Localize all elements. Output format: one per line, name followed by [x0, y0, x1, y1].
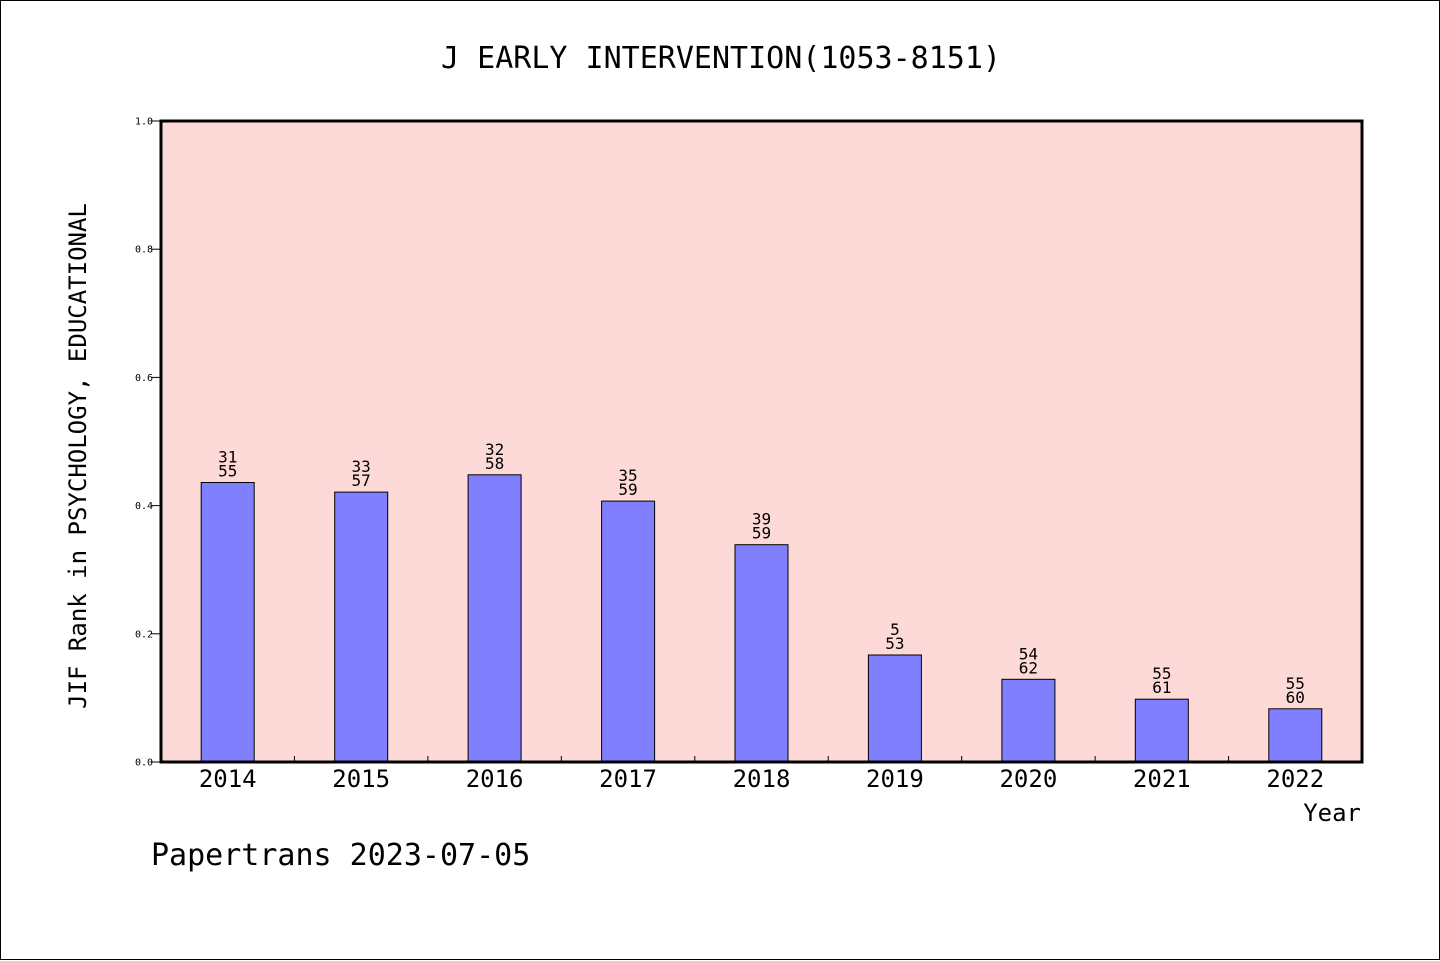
- bar-label-bottom-2022: 60: [1286, 688, 1305, 707]
- bar-2016: [467, 474, 522, 763]
- y-tick-label: 0.8: [135, 245, 153, 256]
- bar-label-bottom-2021: 61: [1152, 678, 1171, 697]
- bar-label-bottom-2018: 59: [752, 524, 771, 543]
- bar-2015: [334, 491, 389, 763]
- chart-title: J EARLY INTERVENTION(1053-8151): [441, 41, 1001, 76]
- bar-label-bottom-2020: 62: [1019, 658, 1038, 677]
- plot-border: [159, 119, 1364, 764]
- bar-2020: [1001, 678, 1056, 763]
- bars-group: [200, 474, 1323, 763]
- bar-label-top-2022: 55: [1286, 674, 1305, 693]
- bar-label-top-2014: 31: [218, 448, 237, 467]
- y-tick-label: 0.2: [135, 629, 153, 640]
- bar-label-bottom-2017: 59: [618, 480, 637, 499]
- y-tick-label: 1.0: [135, 117, 153, 128]
- bar-2017: [601, 500, 656, 763]
- x-tick-label-2022: 2022: [1266, 765, 1324, 793]
- bar-label-bottom-2014: 55: [218, 462, 237, 481]
- x-tick-label-2019: 2019: [866, 765, 924, 793]
- x-tick-label-2017: 2017: [599, 765, 657, 793]
- bar-2021: [1134, 698, 1189, 763]
- x-tick-label-2018: 2018: [733, 765, 791, 793]
- bar-label-top-2016: 32: [485, 440, 504, 459]
- x-axis-ticks: 2014 2015 2016 2017 2018 2019 2020 2021 2022: [199, 756, 1324, 793]
- y-tick-label: 0.6: [135, 373, 153, 384]
- bar-2022: [1268, 708, 1323, 763]
- y-tick-label: 0.4: [135, 501, 153, 512]
- x-axis-label: Year: [1303, 799, 1361, 827]
- x-tick-label-2020: 2020: [999, 765, 1057, 793]
- y-axis-label: JIF Rank in PSYCHOLOGY, EDUCATIONAL: [64, 203, 92, 709]
- bar-2014: [200, 482, 255, 763]
- x-tick-label-2021: 2021: [1133, 765, 1191, 793]
- bar-2019: [867, 654, 922, 763]
- x-tick-label-2016: 2016: [466, 765, 524, 793]
- bar-label-top-2017: 35: [618, 466, 637, 485]
- bar-label-bottom-2019: 53: [885, 634, 904, 653]
- bar-label-bottom-2015: 57: [352, 471, 371, 490]
- bar-label-top-2018: 39: [752, 510, 771, 529]
- bar-label-top-2021: 55: [1152, 664, 1171, 683]
- footer-text: Papertrans 2023-07-05: [151, 838, 530, 873]
- x-tick-label-2015: 2015: [332, 765, 390, 793]
- bar-label-top-2020: 54: [1019, 644, 1038, 663]
- bar-label-bottom-2016: 58: [485, 454, 504, 473]
- bar-2018: [734, 544, 789, 763]
- x-tick-label-2014: 2014: [199, 765, 257, 793]
- bar-label-top-2019: 5: [890, 620, 900, 639]
- y-axis-ticks: 0.0 0.2 0.4 0.6 0.8 1.0: [135, 117, 161, 769]
- y-tick-label: 0.0: [135, 758, 153, 769]
- bar-label-top-2015: 33: [352, 457, 371, 476]
